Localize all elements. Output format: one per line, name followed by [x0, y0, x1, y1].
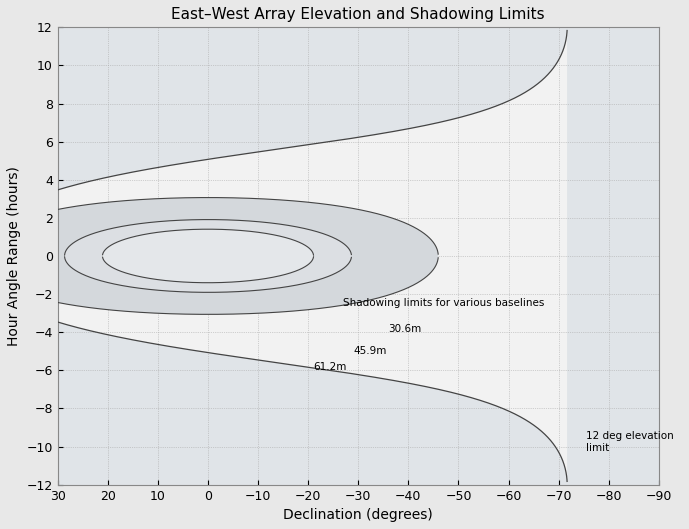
Text: 12 deg elevation
limit: 12 deg elevation limit [586, 431, 674, 453]
Title: East–West Array Elevation and Shadowing Limits: East–West Array Elevation and Shadowing … [172, 7, 545, 22]
Text: Shadowing limits for various baselines: Shadowing limits for various baselines [343, 298, 544, 308]
Polygon shape [58, 31, 567, 481]
Polygon shape [103, 229, 313, 282]
Text: 45.9m: 45.9m [353, 346, 387, 357]
Y-axis label: Hour Angle Range (hours): Hour Angle Range (hours) [7, 166, 21, 346]
Text: 30.6m: 30.6m [389, 324, 422, 334]
Polygon shape [58, 197, 438, 314]
Text: 61.2m: 61.2m [313, 362, 347, 372]
X-axis label: Declination (degrees): Declination (degrees) [283, 508, 433, 522]
Polygon shape [65, 220, 351, 293]
